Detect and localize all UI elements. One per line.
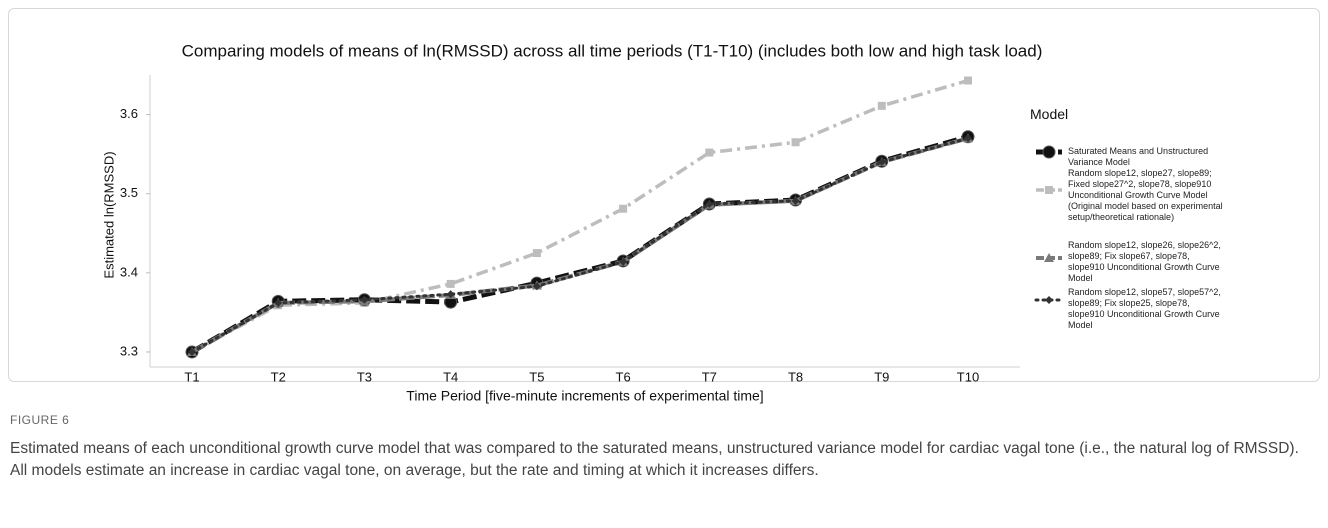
y-tick-label: 3.6 [120,106,138,121]
legend-entry: Random slope12, slope27, slope89; Fixed … [1068,168,1223,222]
data-point [619,257,628,266]
data-point [791,138,800,147]
data-point [877,158,886,167]
legend-key-marker [1045,186,1053,194]
legend-key-marker [1045,296,1053,304]
legend-key-marker [1044,253,1054,262]
data-point [877,101,886,110]
legend-key-marker [1042,145,1056,159]
data-point [705,148,714,157]
data-point [532,282,541,291]
legend-entry: Saturated Means and Unstructured Varianc… [1068,146,1209,167]
data-point [619,204,628,213]
legend-entry: Random slope12, slope57, slope57^2, slop… [1068,287,1221,330]
y-axis-label: Estimated ln(RMSSD) [101,151,116,278]
data-point [705,199,714,208]
legend-title: Model [1030,106,1069,122]
series-line [191,78,969,354]
legend-entry: Random slope12, slope26, slope26^2, slop… [1068,240,1221,283]
data-point [964,76,972,85]
data-point [532,249,541,258]
data-point [360,295,369,304]
chart-title: Comparing models of means of ln(RMSSD) a… [182,41,1043,60]
data-point [274,298,283,307]
x-tick-label: T10 [957,369,979,384]
x-tick-label: T9 [874,369,889,384]
data-point [964,134,972,143]
x-tick-label: T3 [357,369,372,384]
x-tick-label: T2 [271,369,286,384]
x-tick-label: T1 [184,369,199,384]
x-tick-label: T7 [702,369,717,384]
series-line [190,134,969,355]
series-line [190,136,970,354]
x-tick-label: T8 [788,369,803,384]
data-point [446,279,455,288]
figure-label: FIGURE 6 [10,413,70,427]
figure-frame [8,8,1320,382]
x-axis-label: Time Period [five-minute increments of e… [406,388,763,404]
data-point [791,196,800,205]
y-tick-label: 3.3 [120,343,138,358]
x-tick-label: T4 [443,369,458,384]
y-tick-label: 3.5 [120,185,138,200]
data-point [446,290,455,299]
x-tick-label: T6 [616,369,631,384]
caption: Estimated means of each unconditional gr… [10,440,1299,479]
y-tick-label: 3.4 [120,264,138,279]
series-line [191,136,969,354]
x-tick-label: T5 [529,369,544,384]
data-point [188,347,196,356]
